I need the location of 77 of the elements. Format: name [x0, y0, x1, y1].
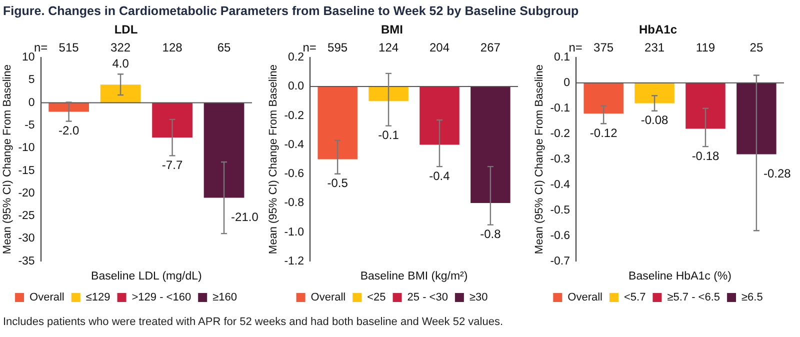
y-tick-label: -25	[18, 210, 35, 222]
text: n=	[302, 40, 316, 55]
legend-label: ≤129	[86, 292, 110, 304]
data-label: -21.0	[231, 210, 259, 224]
text: n=	[34, 40, 48, 55]
y-tick-label: -30	[18, 232, 35, 245]
x-axis-title: Baseline LDL (mg/dL)	[91, 270, 202, 282]
data-label: -0.5	[327, 176, 348, 190]
y-tick-label: -0.8	[284, 197, 304, 210]
y-tick-label: 0.1	[554, 52, 570, 64]
chart-title: BMI	[381, 22, 403, 37]
data-label: -0.08	[640, 113, 669, 128]
y-tick-label: 0.0	[288, 80, 304, 93]
y-tick-label: -0.7	[550, 255, 570, 268]
text: 595	[328, 40, 348, 55]
text: 124	[378, 40, 399, 55]
y-tick-label: -0.6	[550, 230, 570, 242]
x-axis-title: Baseline BMI (kg/m²)	[360, 270, 468, 282]
text: 25	[750, 40, 764, 55]
y-tick-label: 0	[28, 96, 35, 109]
text: 119	[696, 40, 716, 55]
chart-title: HbA1c	[638, 22, 678, 37]
y-tick-label: -0.5	[550, 204, 570, 216]
legend-label: <5.7	[624, 292, 646, 304]
text: n=	[568, 40, 582, 55]
y-axis-title: Mean (95% CI) Change From Baseline	[534, 64, 546, 254]
y-tick-label: -0.3	[550, 153, 570, 166]
y-tick-label: -1.2	[284, 255, 304, 268]
legend-label: 25 - <30	[407, 292, 448, 304]
chart-title: LDL	[114, 22, 138, 37]
data-label: -2.0	[58, 124, 80, 138]
text: 322	[110, 40, 131, 55]
y-tick-label: -0.2	[550, 128, 570, 140]
y-tick-label: -0.4	[284, 138, 305, 151]
y-axis-title: Mean (95% CI) Change From Baseline	[268, 64, 280, 254]
y-tick-label: -0.2	[284, 110, 304, 122]
data-label: 4.0	[112, 56, 130, 70]
y-axis-title: Mean (95% CI) Change From Baseline	[2, 64, 14, 254]
data-label: -0.1	[378, 128, 400, 142]
y-tick-label: -0.1	[550, 102, 570, 115]
y-tick-label: -10	[18, 142, 35, 154]
legend-label: ≥5.7 - <6.5	[667, 292, 720, 304]
text: Includes patients who were treated with APR for 52 weeks and had both baseline and Week 52 values.	[2, 315, 504, 328]
text: 267	[480, 40, 501, 55]
y-tick-label: 0.2	[288, 52, 304, 64]
data-label: -0.12	[590, 126, 618, 140]
y-tick-label: 10	[22, 52, 35, 64]
y-tick-label: 5	[28, 74, 35, 86]
y-tick-label: -35	[18, 255, 35, 268]
text: 204	[429, 40, 450, 55]
legend-label: <25	[367, 292, 386, 304]
x-axis-title: Baseline HbA1c (%)	[628, 270, 732, 282]
y-tick-label: -1.0	[284, 226, 304, 238]
text: 128	[162, 40, 183, 55]
y-tick-label: -15	[18, 164, 35, 177]
data-label: -0.28	[763, 166, 792, 181]
text: 231	[644, 40, 665, 55]
y-tick-label: 0	[564, 77, 570, 90]
y-tick-label: -0.4	[550, 178, 571, 191]
legend-label: >129 - <160	[132, 292, 192, 304]
y-tick-label: -5	[24, 120, 35, 132]
y-tick-label: -0.6	[284, 168, 304, 180]
legend-label: ≥6.5	[742, 292, 763, 304]
text: 65	[217, 40, 232, 55]
text: 375	[594, 40, 614, 55]
data-label: -7.7	[162, 158, 183, 172]
legend-label: Overall	[30, 292, 64, 304]
data-label: -0.8	[480, 227, 502, 242]
legend-label: ≥160	[212, 292, 237, 304]
data-label: -0.18	[692, 148, 720, 163]
legend-label: Overall	[568, 292, 602, 304]
legend-label: Overall	[310, 292, 346, 304]
y-tick-label: -20	[18, 187, 35, 200]
text: 515	[58, 40, 80, 55]
data-label: -0.4	[429, 168, 450, 183]
text: Figure. Changes in Cardiometabolic Parameters from Baseline to Week 52 by Baseline Subgroup	[2, 3, 580, 20]
legend-label: ≥30	[469, 292, 488, 304]
